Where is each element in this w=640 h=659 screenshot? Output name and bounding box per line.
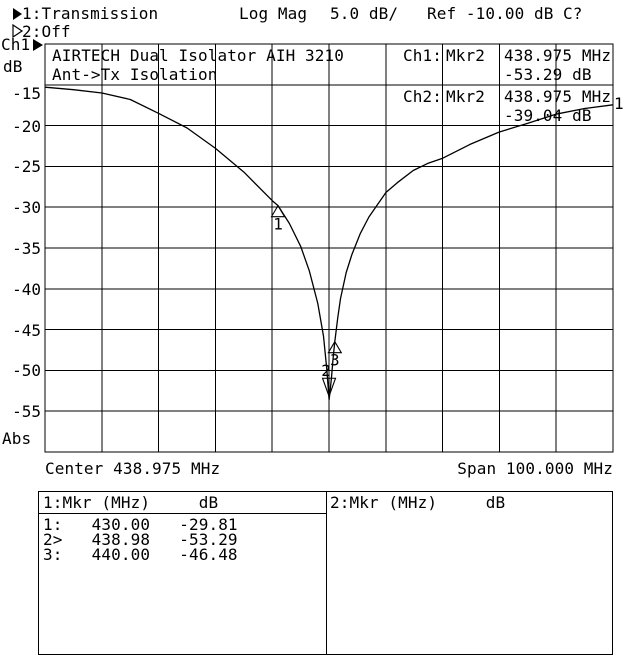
ch2-marker-value: -39.04 dB (504, 106, 592, 125)
cal-status: C? (563, 4, 583, 23)
channel2-status: 2:Off (22, 22, 71, 41)
marker-2-triangle-icon (321, 377, 337, 398)
marker-table-rows: 1: 430.00 -29.81 2> 438.98 -53.29 3: 440… (43, 515, 238, 564)
ch2-marker-frequency: 438.975 MHz (504, 87, 612, 106)
y-tick--45: -45 (12, 320, 41, 340)
trace-markers: 1 23 (270, 204, 343, 398)
y-tick--15: -15 (12, 84, 41, 103)
ch2-marker-name: Mkr2 (446, 87, 485, 106)
channel1-active-arrow-icon (13, 8, 22, 20)
marker-list-table: 1:Mkr (MHz) dB 2:Mkr (MHz) dB 1: 430.00 … (38, 491, 613, 655)
ch1-marker-value: -53.29 dB (504, 65, 592, 84)
ch1-marker-channel: Ch1: (403, 46, 442, 65)
marker-1-triangle-icon (270, 204, 286, 218)
reference-level-readout: Ref -10.00 dB (427, 4, 554, 23)
scale-per-div-readout: 5.0 dB/ (330, 4, 399, 23)
ch1-marker-frequency: 438.975 MHz (504, 46, 612, 65)
y-tick--40: -40 (12, 279, 41, 299)
y-tick--50: -50 (12, 361, 41, 381)
y-tick--55: -55 (12, 402, 41, 422)
device-title-line2: Ant->Tx Isolation (52, 65, 218, 84)
marker-3-number: 3 (330, 351, 340, 370)
marker-table-col1-header: 1:Mkr (MHz) dB (43, 493, 219, 512)
y-tick--20: -20 (12, 116, 41, 136)
ch2-marker-channel: Ch2: (403, 87, 442, 106)
span-label: Span 100.000 MHz (457, 459, 613, 478)
marker-table-col2-header: 2:Mkr (MHz) dB (330, 493, 506, 512)
trace-number-label: 1 (614, 94, 624, 113)
channel1-status: 1:Transmission (22, 4, 159, 23)
ch1-marker-name: Mkr2 (446, 46, 485, 65)
table-column-divider (326, 492, 327, 654)
reference-level-arrow-icon (33, 39, 43, 51)
y-unit-label: dB (3, 57, 23, 76)
y-tick--30: -30 (12, 198, 41, 218)
marker-1-number: 1 (273, 215, 283, 234)
center-frequency-label: Center 438.975 MHz (45, 459, 221, 478)
channel-label: Ch1 (1, 35, 31, 54)
abs-label: Abs (2, 429, 32, 448)
channel2-inactive-arrow-icon (12, 23, 24, 39)
trace-ch1 (44, 86, 614, 401)
device-title-line1: AIRTECH Dual Isolator AIH 3210 (52, 46, 344, 65)
table-header-underline (39, 513, 326, 514)
y-tick--25: -25 (12, 157, 41, 177)
format-readout: Log Mag (239, 4, 308, 23)
marker-3-triangle-icon (327, 340, 343, 354)
marker-2-number: 2 (321, 361, 331, 380)
y-tick--35: -35 (12, 239, 41, 258)
